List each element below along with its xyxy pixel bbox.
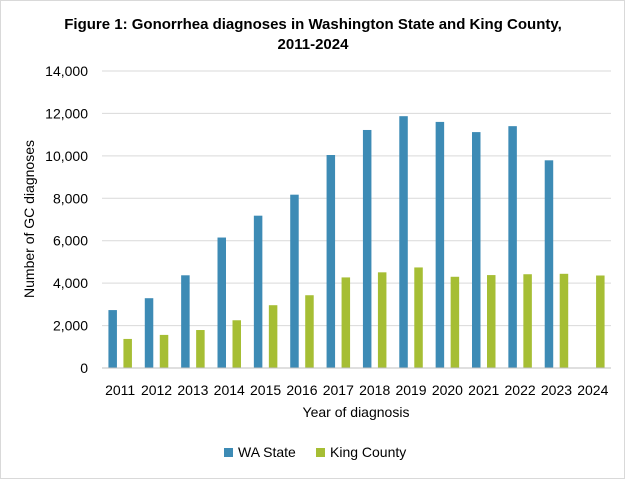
bar-king-county-2014 <box>232 320 241 368</box>
y-tick-label: 4,000 <box>53 275 88 291</box>
x-tick-label: 2024 <box>577 382 608 398</box>
x-tick-label: 2015 <box>250 382 281 398</box>
x-tick-label: 2020 <box>432 382 463 398</box>
bar-king-county-2021 <box>487 275 496 368</box>
y-tick-label: 0 <box>80 360 88 376</box>
x-tick-label: 2022 <box>505 382 536 398</box>
legend-label: King County <box>330 444 406 460</box>
bar-king-county-2022 <box>523 274 532 368</box>
y-tick-label: 8,000 <box>53 190 88 206</box>
bar-wa-state-2015 <box>253 215 263 368</box>
x-tick-label: 2023 <box>541 382 572 398</box>
bar-wa-state-2011 <box>108 310 117 368</box>
bar-king-county-2011 <box>123 338 132 368</box>
y-axis-ticks: 0 2,000 4,000 6,000 8,000 10,000 12,000 14,000 <box>45 63 88 376</box>
bar-wa-state-2012 <box>144 298 154 368</box>
bar-king-county-2012 <box>159 334 169 368</box>
bar-king-county-2020 <box>450 276 460 368</box>
bar-king-county-2024 <box>596 275 605 368</box>
bar-wa-state-2022 <box>508 126 517 369</box>
y-tick-label: 12,000 <box>45 105 88 121</box>
legend-swatch-king-county <box>316 448 325 457</box>
bar-king-county-2016 <box>305 295 314 368</box>
x-tick-label: 2012 <box>141 382 172 398</box>
x-tick-label: 2017 <box>323 382 354 398</box>
bar-wa-state-2021 <box>472 132 481 368</box>
x-tick-label: 2011 <box>105 382 135 398</box>
y-axis-title: Number of GC diagnoses <box>21 140 37 298</box>
bars <box>108 116 605 369</box>
gridlines <box>102 70 611 327</box>
y-tick-label: 2,000 <box>53 318 88 334</box>
legend: WA State King County <box>224 444 406 460</box>
bar-king-county-2015 <box>268 305 278 368</box>
y-tick-label: 10,000 <box>45 148 88 164</box>
chart-title-line-1: Figure 1: Gonorrhea diagnoses in Washing… <box>64 16 562 33</box>
bar-wa-state-2018 <box>362 129 372 368</box>
x-axis-ticks: 2011 2012 2013 2014 2015 2016 2017 2018 2019 2020… <box>105 382 608 398</box>
x-axis-title: Year of diagnosis <box>303 404 410 420</box>
bar-king-county-2013 <box>196 330 205 368</box>
bar-king-county-2017 <box>341 277 351 368</box>
bar-wa-state-2013 <box>181 275 190 368</box>
bar-king-county-2019 <box>414 267 423 368</box>
x-tick-label: 2016 <box>286 382 317 398</box>
bar-wa-state-2019 <box>399 116 408 368</box>
bar-king-county-2023 <box>559 273 569 368</box>
legend-label: WA State <box>238 444 296 460</box>
bar-wa-state-2014 <box>217 237 226 368</box>
bar-wa-state-2020 <box>435 121 445 369</box>
y-tick-label: 6,000 <box>53 233 88 249</box>
bar-wa-state-2017 <box>326 155 336 368</box>
chart-title-line-2: 2011-2024 <box>278 36 350 53</box>
x-tick-label: 2014 <box>214 382 245 398</box>
x-tick-label: 2021 <box>468 382 499 398</box>
legend-swatch-wa-state <box>224 448 233 457</box>
bar-king-county-2018 <box>377 272 387 368</box>
x-tick-label: 2018 <box>359 382 390 398</box>
x-tick-label: 2019 <box>395 382 426 398</box>
x-tick-label: 2013 <box>177 382 208 398</box>
bar-wa-state-2023 <box>544 160 554 368</box>
bar-wa-state-2016 <box>290 194 299 368</box>
y-tick-label: 14,000 <box>45 63 88 79</box>
